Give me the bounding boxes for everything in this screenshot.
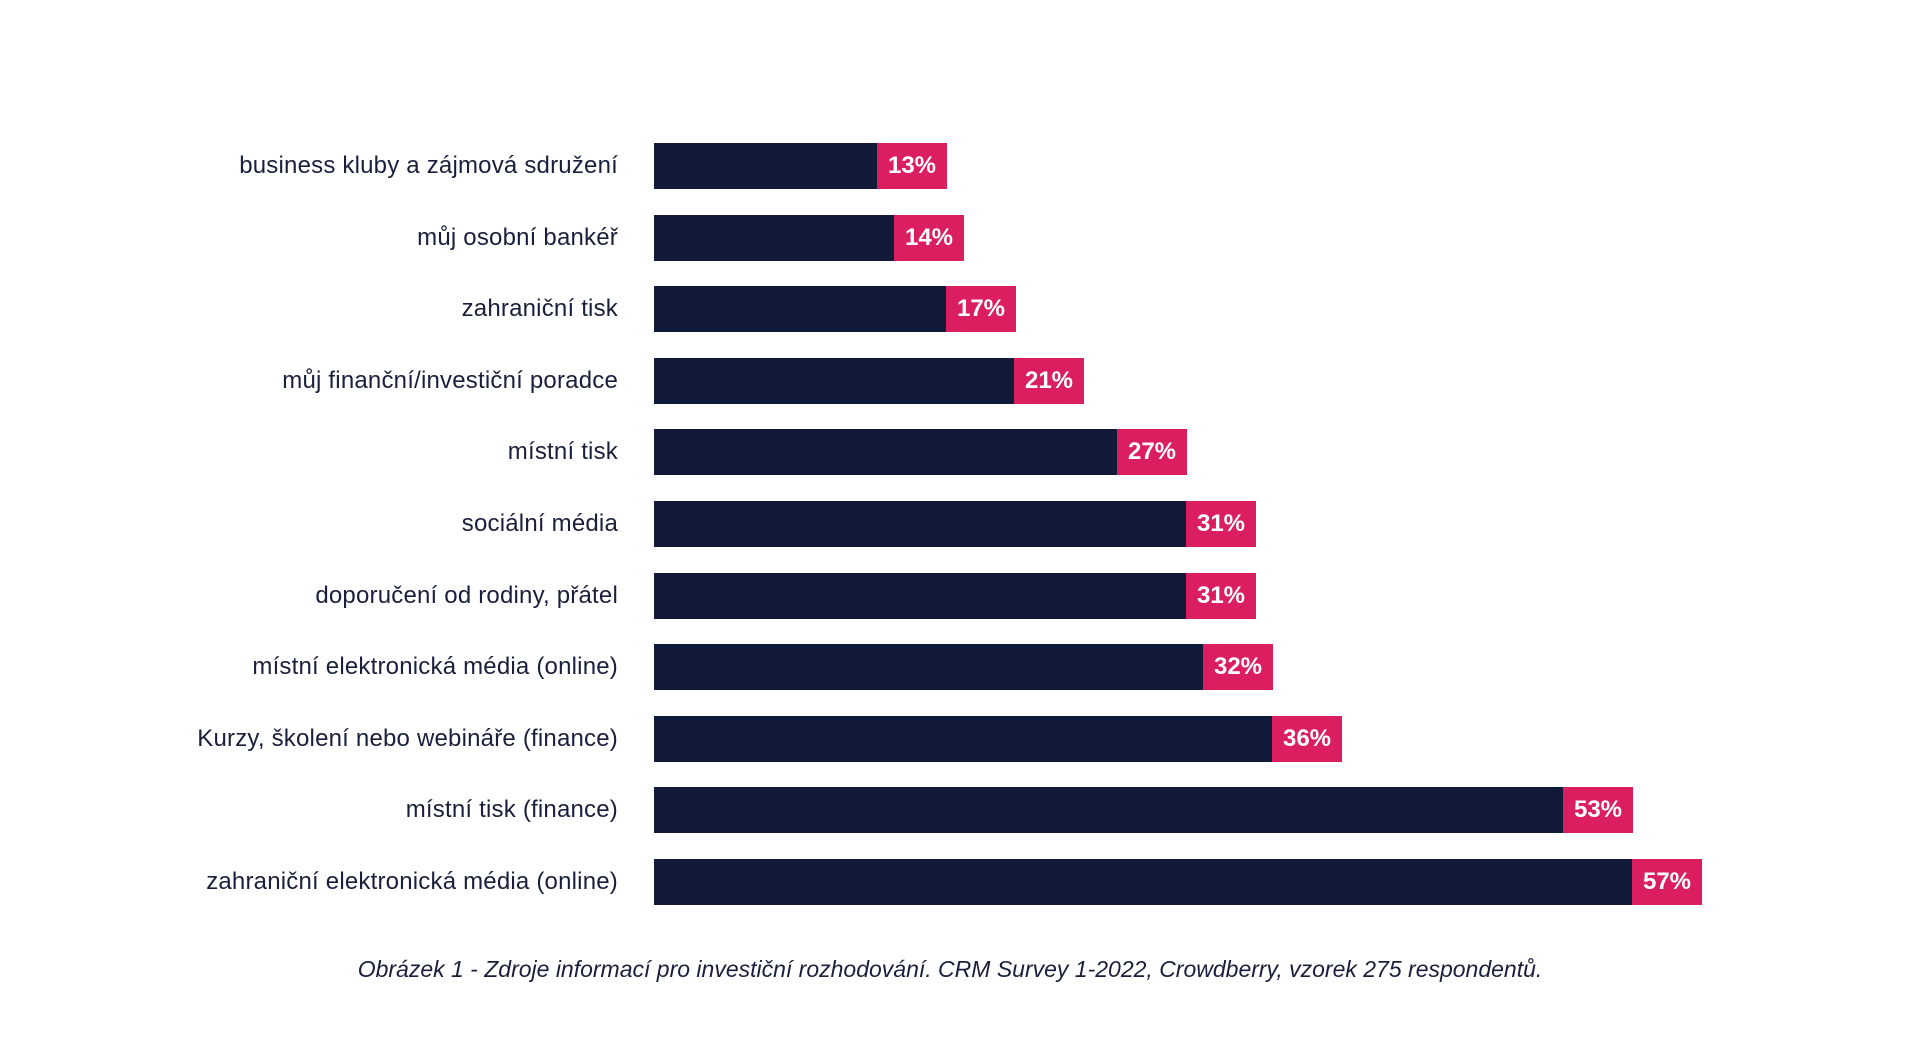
value-badge: 27% xyxy=(1117,429,1187,476)
category-label: místní elektronická média (online) xyxy=(252,653,618,681)
chart-row: místní elektronická média (online) 32% xyxy=(0,644,1702,691)
bar-segment xyxy=(654,858,1632,905)
chart-row: Kurzy, školení nebo webináře (finance) 36… xyxy=(0,715,1702,762)
chart-row: doporučení od rodiny, přátel 31% xyxy=(0,572,1702,619)
category-label: doporučení od rodiny, přátel xyxy=(315,581,618,609)
bar-segment xyxy=(654,214,894,261)
category-label: zahraniční tisk xyxy=(461,295,618,323)
value-badge: 31% xyxy=(1186,572,1256,619)
bar-segment xyxy=(654,357,1014,404)
chart-row: místní tisk (finance) 53% xyxy=(0,787,1702,834)
bar-segment xyxy=(654,500,1186,547)
chart-row: můj finanční/investiční poradce 21% xyxy=(0,357,1702,404)
value-badge: 32% xyxy=(1203,644,1273,691)
value-badge: 21% xyxy=(1014,357,1084,404)
value-badge: 13% xyxy=(877,143,947,189)
value-badge: 14% xyxy=(894,214,964,261)
chart-row: místní tisk 27% xyxy=(0,429,1702,476)
bar-segment xyxy=(654,286,946,333)
value-badge: 53% xyxy=(1563,787,1633,834)
chart-row: můj osobní bankéř 14% xyxy=(0,214,1702,261)
category-label: business kluby a zájmová sdružení xyxy=(239,152,618,179)
chart-row: sociální média 31% xyxy=(0,500,1702,547)
value-badge: 31% xyxy=(1186,500,1256,547)
category-label: sociální média xyxy=(461,509,618,537)
value-badge: 57% xyxy=(1632,858,1702,905)
bar-segment xyxy=(654,572,1186,619)
category-label: můj osobní bankéř xyxy=(417,223,618,251)
bar-segment xyxy=(654,787,1563,834)
chart-row: business kluby a zájmová sdružení 13% xyxy=(0,143,1702,189)
category-label: zahraniční elektronická média (online) xyxy=(206,867,618,895)
value-badge: 17% xyxy=(946,286,1016,333)
bar-segment xyxy=(654,429,1117,476)
category-label: Kurzy, školení nebo webináře (finance) xyxy=(197,724,618,752)
value-badge: 36% xyxy=(1272,715,1342,762)
category-label: místní tisk (finance) xyxy=(405,796,618,824)
chart-row: zahraniční elektronická média (online) 57… xyxy=(0,858,1702,905)
category-label: místní tisk xyxy=(507,438,618,466)
chart-caption: Obrázek 1 - Zdroje informací pro investi… xyxy=(357,956,1543,982)
category-label: můj finanční/investiční poradce xyxy=(282,366,618,394)
bar-segment xyxy=(654,143,877,189)
bar-segment xyxy=(654,644,1203,691)
bar-segment xyxy=(654,715,1272,762)
chart-row: zahraniční tisk 17% xyxy=(0,286,1702,333)
chart-rows: business kluby a zájmová sdružení 13% můj … xyxy=(0,143,1702,931)
